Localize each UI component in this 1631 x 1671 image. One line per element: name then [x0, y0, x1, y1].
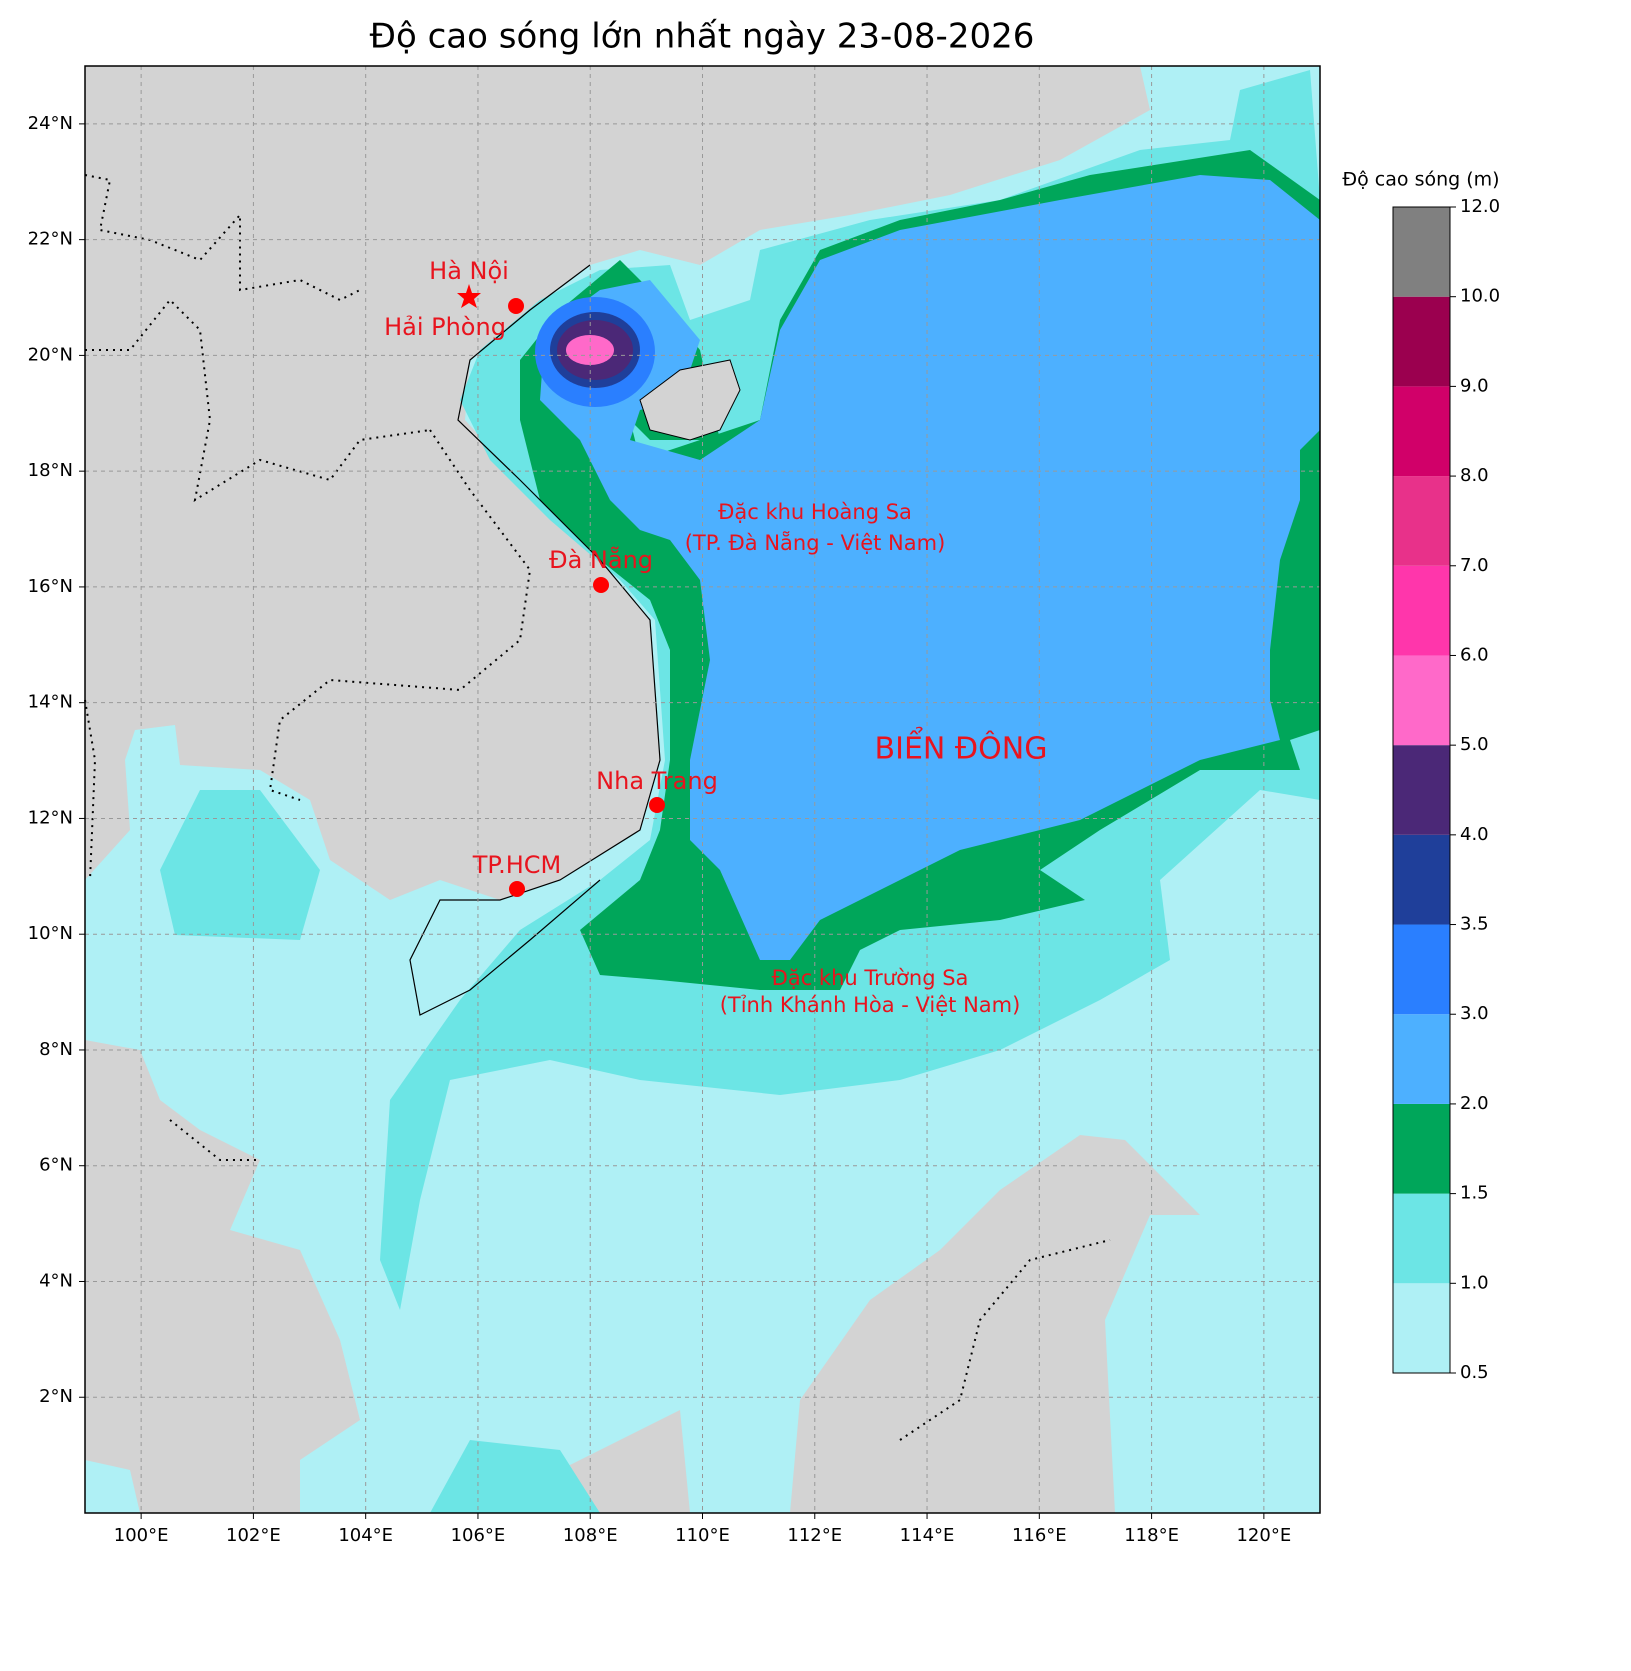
y-tick-label: 18°N	[28, 460, 73, 481]
sea-label: BIỂN ĐÔNG	[875, 726, 1048, 767]
colorbar-band	[1393, 565, 1450, 656]
x-tick-label: 118°E	[1124, 1525, 1179, 1546]
colorbar-band	[1393, 924, 1450, 1015]
place-marker	[649, 797, 665, 813]
y-tick-label: 14°N	[28, 692, 73, 713]
x-tick-label: 114°E	[900, 1525, 955, 1546]
x-tick-label: 110°E	[675, 1525, 730, 1546]
colorbar-band	[1393, 476, 1450, 566]
colorbar-band	[1393, 207, 1450, 297]
colorbar-band	[1393, 1103, 1450, 1194]
colorbar-tick-label: 3.0	[1460, 1003, 1489, 1024]
place-marker	[508, 298, 524, 314]
colorbar-tick-label: 0.5	[1460, 1362, 1489, 1383]
place-label: TP.HCM	[472, 851, 562, 879]
colorbar-tick-label: 5.0	[1460, 734, 1489, 755]
x-tick-label: 112°E	[787, 1525, 842, 1546]
map: Đặc khu Hoàng Sa (TP. Đà Nẵng - Việt Nam…	[84, 65, 1321, 1514]
grid	[85, 66, 1320, 1513]
colorbar-band	[1393, 655, 1450, 746]
x-tick-label: 116°E	[1012, 1525, 1067, 1546]
colorbar-tick-label: 1.0	[1460, 1272, 1489, 1293]
colorbar-tick-label: 4.0	[1460, 824, 1489, 845]
colorbar: 0.5 1.0 1.5 2.0 3.0 3.5 4.0 5.0 6.0 7.0 8.0 9.0 10.0…	[1392, 196, 1500, 1383]
sea-zone	[160, 790, 320, 940]
place-marker	[509, 881, 525, 897]
colorbar-band	[1393, 745, 1450, 835]
sea-zone	[85, 1460, 140, 1513]
x-tick-label: 106°E	[451, 1525, 506, 1546]
y-tick-label: 4°N	[39, 1270, 73, 1291]
place-label: Nha Trang	[596, 767, 718, 795]
colorbar-tick-label: 3.5	[1460, 914, 1489, 935]
colorbar-tick-label: 6.0	[1460, 644, 1489, 665]
place-label: Đà Nẵng	[549, 545, 653, 574]
colorbar-band	[1393, 1193, 1450, 1284]
colorbar-band	[1393, 1014, 1450, 1104]
colorbar-tick-label: 8.0	[1460, 465, 1489, 486]
title: Độ cao sóng lớn nhất ngày 23-08-2026	[370, 17, 1035, 57]
x-tick-label: 108°E	[563, 1525, 618, 1546]
colorbar-tick-label: 2.0	[1460, 1093, 1489, 1114]
colorbar-band	[1393, 834, 1450, 925]
y-tick-label: 10°N	[28, 923, 73, 944]
y-tick-label: 16°N	[28, 576, 73, 597]
annotation: Đặc khu Trường Sa	[772, 966, 969, 990]
place-label: Hà Nội	[429, 257, 509, 285]
y-tick-label: 6°N	[39, 1155, 73, 1176]
hainan	[639, 359, 741, 441]
x-tick-label: 102°E	[226, 1525, 281, 1546]
colorbar-tick-label: 1.5	[1460, 1183, 1489, 1204]
annotation: (Tỉnh Khánh Hòa - Việt Nam)	[720, 993, 1021, 1017]
x-tick-label: 120°E	[1236, 1525, 1291, 1546]
x-tick-label: 100°E	[114, 1525, 169, 1546]
capital-marker	[457, 284, 481, 308]
colorbar-band	[1393, 386, 1450, 477]
annotation: Đặc khu Hoàng Sa	[718, 500, 912, 524]
x-tick-label: 104°E	[338, 1525, 393, 1546]
coastline	[409, 264, 661, 1016]
y-tick-label: 8°N	[39, 1039, 73, 1060]
colorbar-tick-label: 7.0	[1460, 555, 1489, 576]
colorbar-tick-label: 9.0	[1460, 375, 1489, 396]
place-marker	[593, 577, 609, 593]
colorbar-frame	[1392, 206, 1451, 1374]
colorbar-label: Độ cao sóng (m)	[1342, 169, 1499, 191]
border	[84, 174, 1111, 1441]
colorbar-tick-label: 12.0	[1460, 196, 1500, 217]
colorbar-band	[1393, 1283, 1450, 1373]
y-tick-label: 22°N	[28, 229, 73, 250]
y-tick-label: 24°N	[28, 113, 73, 134]
sea-zone	[540, 175, 1320, 960]
y-tick-label: 12°N	[28, 807, 73, 828]
colorbar-band	[1393, 296, 1450, 387]
y-tick-label: 2°N	[39, 1386, 73, 1407]
annotation: (TP. Đà Nẵng - Việt Nam)	[685, 530, 946, 555]
place-label: Hải Phòng	[384, 313, 506, 341]
sea-zone	[430, 1440, 600, 1513]
colorbar-tick-label: 10.0	[1460, 286, 1500, 307]
y-tick-label: 20°N	[28, 344, 73, 365]
